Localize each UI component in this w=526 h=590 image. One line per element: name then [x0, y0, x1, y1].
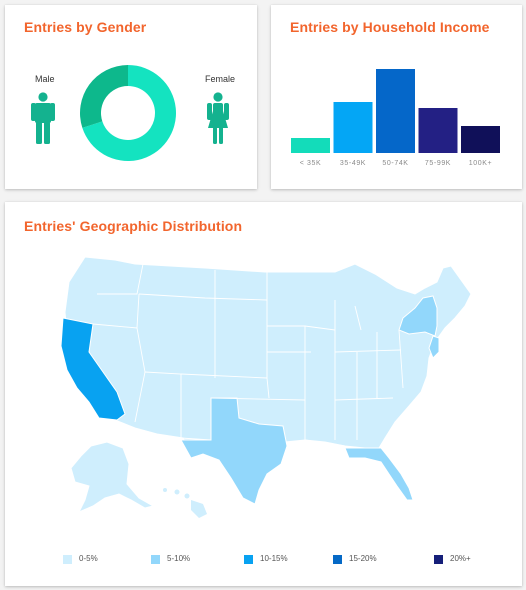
income-tick-label-2: 50-74K: [382, 160, 409, 167]
income-tick-label-3: 75-99K: [424, 160, 452, 167]
legend-swatch: [151, 555, 160, 564]
income-bar-0: [291, 138, 330, 153]
income-tick-label-1: 35-49K: [339, 160, 367, 167]
legend-swatch: [434, 555, 443, 564]
income-bar-3: [418, 108, 458, 153]
income-bar-4: [461, 126, 500, 153]
income-bar-chart: [291, 69, 500, 153]
male-label: Male: [35, 74, 55, 84]
map-state-hawaii: [163, 488, 207, 518]
gender-donut: [80, 65, 176, 161]
map-state-florida: [344, 447, 414, 501]
income-card-title: Entries by Household Income: [290, 19, 490, 35]
donut-slice-female: [82, 65, 176, 161]
income-card: Entries by Household Income < 35K 35-49K 5…: [271, 5, 522, 189]
legend-swatch: [244, 555, 253, 564]
map-state-california: [60, 317, 126, 421]
legend-label: 20%+: [450, 554, 471, 563]
legend-label: 0-5%: [79, 554, 98, 563]
legend-swatch: [63, 555, 72, 564]
us-map: [60, 256, 472, 518]
gender-card-title: Entries by Gender: [24, 19, 147, 35]
donut-slice-male: [80, 65, 128, 128]
geo-card-title: Entries' Geographic Distribution: [24, 218, 243, 234]
geo-card: Entries' Geographic Distribution: [5, 202, 522, 586]
map-state-base: [64, 256, 472, 497]
map-state-alaska: [70, 441, 155, 513]
legend-label: 5-10%: [167, 554, 191, 563]
income-bar-2: [376, 69, 415, 153]
map-state-newjersey: [428, 335, 440, 359]
map-state-newyork: [398, 295, 438, 337]
legend-label: 10-15%: [260, 554, 288, 563]
income-bar-1: [333, 102, 373, 153]
female-icon: [207, 92, 229, 144]
income-tick-label-4: 100K+: [468, 160, 493, 167]
map-state-texas: [180, 397, 288, 505]
legend-swatch: [333, 555, 342, 564]
map-state-borders: [92, 263, 404, 447]
income-tick-label-0: < 35K: [299, 160, 322, 167]
gender-card: Entries by Gender Male Female: [5, 5, 257, 189]
male-icon: [31, 92, 55, 144]
female-label: Female: [205, 74, 236, 84]
legend-label: 15-20%: [349, 554, 377, 563]
